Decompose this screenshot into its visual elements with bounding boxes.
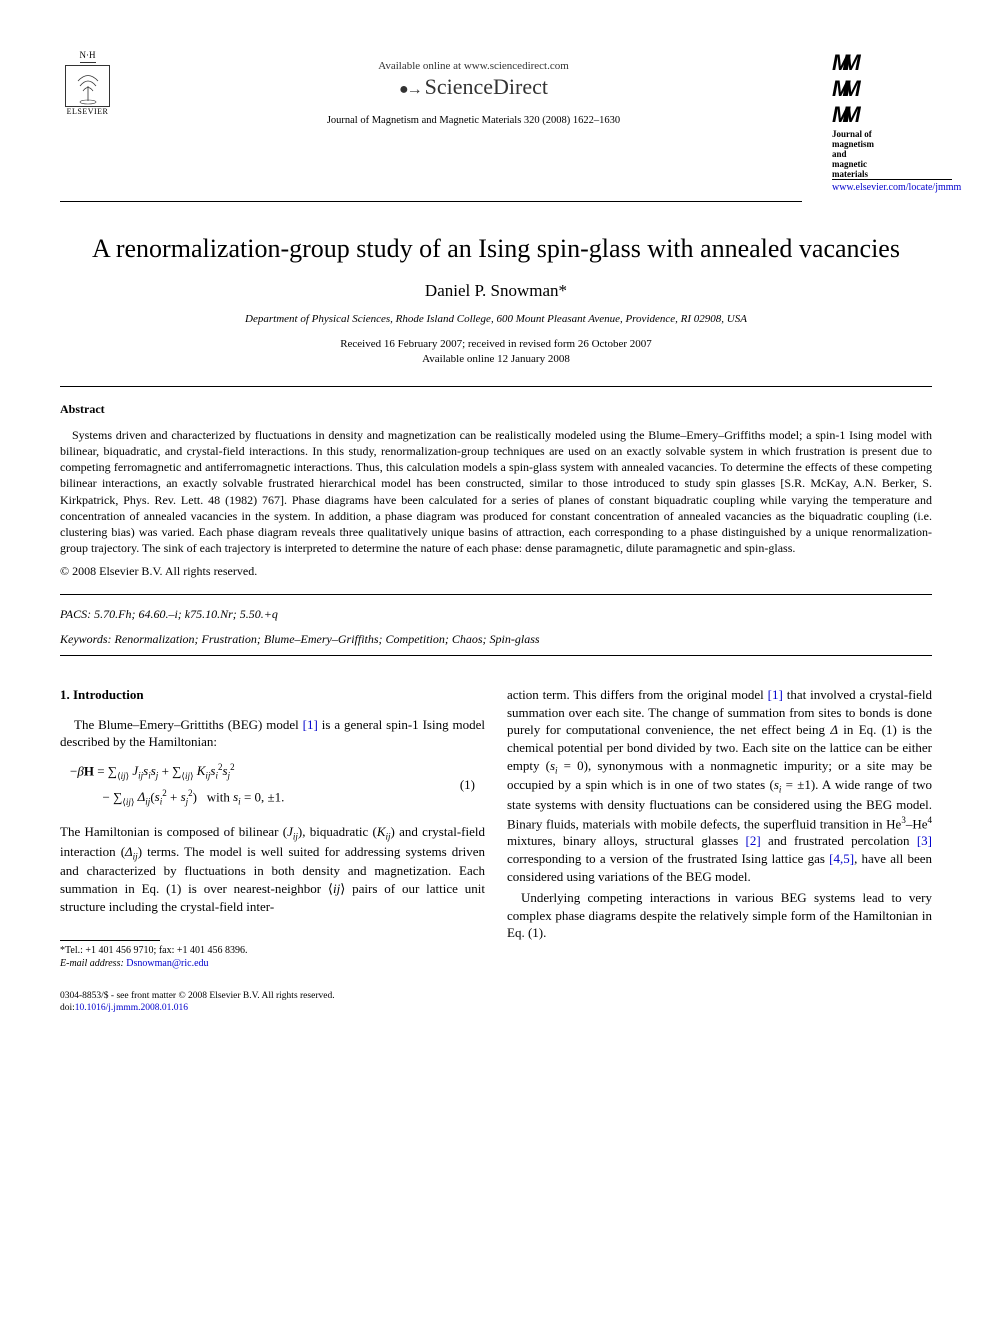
ref-link-1[interactable]: [1] xyxy=(303,717,318,732)
ref-link-45[interactable]: [4,5] xyxy=(829,851,854,866)
keywords: Keywords: Renormalization; Frustration; … xyxy=(60,632,932,647)
publisher-mark: N·H xyxy=(80,50,96,63)
page-container: N·H ELSEVIER Available online at www.sci… xyxy=(0,0,992,1055)
footnote-email-label: E-mail address: xyxy=(60,958,124,969)
pacs-codes: PACS: 5.70.Fh; 64.60.–i; k75.10.Nr; 5.50… xyxy=(60,607,932,622)
header-center: Available online at www.sciencedirect.co… xyxy=(115,50,832,126)
col1-paragraph-2: The Hamiltonian is composed of bilinear … xyxy=(60,823,485,915)
footnote-separator xyxy=(60,940,160,941)
ref-link-1b[interactable]: [1] xyxy=(768,687,783,702)
equation-number-1: (1) xyxy=(460,773,485,798)
issn-line: 0304-8853/$ - see front matter © 2008 El… xyxy=(60,990,932,1002)
abstract-section: Abstract Systems driven and characterize… xyxy=(60,386,932,596)
doi-line: doi:10.1016/j.jmmm.2008.01.016 xyxy=(60,1002,932,1014)
available-online-text: Available online at www.sciencedirect.co… xyxy=(115,60,832,72)
ref-link-3[interactable]: [3] xyxy=(917,833,932,848)
abstract-copyright: © 2008 Elsevier B.V. All rights reserved… xyxy=(60,564,932,579)
journal-box-text: Journal of magnetism and magnetic materi… xyxy=(832,130,932,179)
keywords-divider xyxy=(60,655,932,656)
elsevier-tree-icon xyxy=(65,65,110,107)
col2-paragraph-1: action term. This differs from the origi… xyxy=(507,686,932,885)
dates-received: Received 16 February 2007; received in r… xyxy=(340,338,652,350)
doi-link[interactable]: 10.1016/j.jmmm.2008.01.016 xyxy=(75,1003,188,1013)
column-left: 1. Introduction The Blume–Emery–Grittith… xyxy=(60,686,485,970)
abstract-heading: Abstract xyxy=(60,402,932,417)
bottom-meta: 0304-8853/$ - see front matter © 2008 El… xyxy=(60,990,932,1015)
author-name: Daniel P. Snowman* xyxy=(60,281,932,301)
ref-link-2[interactable]: [2] xyxy=(746,833,761,848)
journal-reference: Journal of Magnetism and Magnetic Materi… xyxy=(115,115,832,126)
author-affiliation: Department of Physical Sciences, Rhode I… xyxy=(60,313,932,325)
journal-mmm-logo: MMMMMM xyxy=(832,50,932,128)
publisher-name: ELSEVIER xyxy=(67,107,109,116)
top-header: N·H ELSEVIER Available online at www.sci… xyxy=(60,50,932,193)
col1-paragraph-1: The Blume–Emery–Grittiths (BEG) model [1… xyxy=(60,716,485,751)
header-divider xyxy=(60,201,802,202)
column-right: action term. This differs from the origi… xyxy=(507,686,932,970)
col2-paragraph-2: Underlying competing interactions in var… xyxy=(507,889,932,942)
abstract-text: Systems driven and characterized by fluc… xyxy=(60,427,932,557)
footnote-email: E-mail address: Dsnowman@ric.edu xyxy=(60,957,485,970)
footnote-email-link[interactable]: Dsnowman@ric.edu xyxy=(126,958,208,969)
section-1-heading: 1. Introduction xyxy=(60,686,485,704)
article-title: A renormalization-group study of an Isin… xyxy=(60,232,932,266)
body-columns: 1. Introduction The Blume–Emery–Grittith… xyxy=(60,686,932,970)
article-dates: Received 16 February 2007; received in r… xyxy=(60,337,932,366)
dates-online: Available online 12 January 2008 xyxy=(422,353,570,365)
equation-1: −βH = ∑⟨ij⟩ Jijsisj + ∑⟨ij⟩ Kijsi2sj2 − … xyxy=(60,759,485,811)
journal-cover-box: MMMMMM Journal of magnetism and magnetic… xyxy=(832,50,932,193)
header-divider-right xyxy=(832,179,952,180)
footnote-tel: *Tel.: +1 401 456 9710; fax: +1 401 456 … xyxy=(60,944,485,957)
sciencedirect-brand: ScienceDirect xyxy=(115,74,832,100)
elsevier-logo: N·H ELSEVIER xyxy=(60,50,115,115)
journal-url-link[interactable]: www.elsevier.com/locate/jmmm xyxy=(832,182,932,193)
